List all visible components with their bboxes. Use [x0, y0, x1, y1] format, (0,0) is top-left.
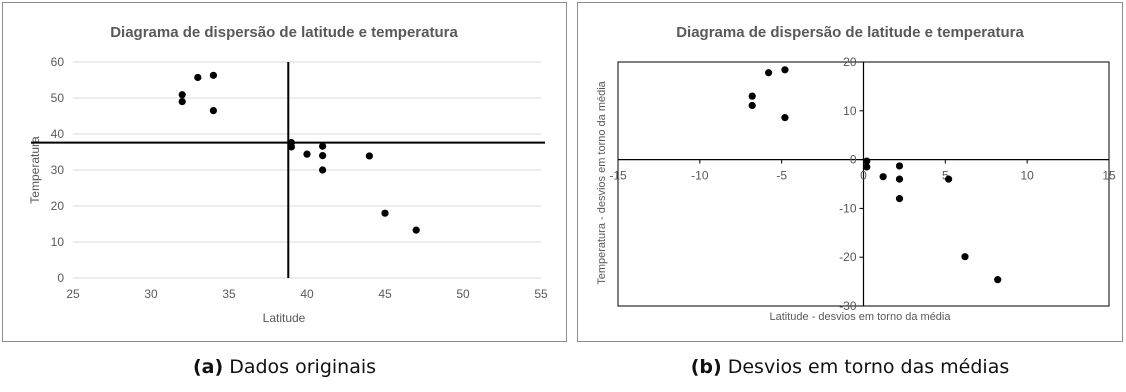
chart-original-data: Diagrama de dispersão de latitude e temp… — [28, 24, 548, 325]
caption-a-label: (a) — [192, 356, 224, 378]
x-tick-label: 50 — [456, 287, 470, 301]
data-point — [863, 163, 871, 171]
chart-title: Diagrama de dispersão de latitude e temp… — [110, 24, 458, 41]
data-point — [209, 71, 217, 79]
caption-b: (b) Desvios em torno das médias — [577, 356, 1123, 378]
x-tick-label: 45 — [378, 287, 392, 301]
data-point — [412, 226, 420, 234]
data-point — [879, 173, 887, 181]
x-tick-label: 5 — [942, 169, 949, 183]
data-point — [748, 101, 756, 110]
data-point — [895, 162, 904, 170]
caption-a-text: Dados originais — [229, 356, 377, 378]
x-tick-label: 15 — [1102, 169, 1116, 183]
x-axis-label: Latitude — [263, 311, 306, 325]
y-tick-label: 50 — [51, 91, 65, 105]
data-point — [945, 175, 953, 183]
x-tick-label: 40 — [300, 287, 314, 301]
data-point — [781, 114, 789, 122]
x-tick-label: 55 — [534, 287, 548, 301]
data-point — [178, 98, 186, 106]
data-point — [178, 91, 186, 99]
chart-title: Diagrama de dispersão de latitude e temp… — [676, 24, 1024, 41]
y-tick-label: 20 — [51, 199, 65, 213]
x-tick-label: -5 — [776, 169, 787, 183]
caption-b-text: Desvios em torno das médias — [727, 356, 1010, 378]
x-tick-label: 10 — [1020, 169, 1034, 183]
y-tick-label: -30 — [839, 299, 857, 313]
data-point — [319, 142, 327, 150]
data-point — [194, 73, 202, 82]
x-tick-label: -10 — [691, 169, 709, 183]
y-tick-label: 0 — [57, 271, 64, 285]
chart-panel-original: Diagrama de dispersão de latitude e temp… — [2, 2, 567, 342]
y-tick-label: 30 — [51, 163, 65, 177]
data-point — [961, 253, 969, 261]
data-point — [764, 69, 773, 77]
x-tick-label: -15 — [609, 169, 627, 183]
y-tick-label: -10 — [839, 201, 857, 215]
y-axis-label: Temperatura - desvios em torno da média — [596, 80, 608, 284]
data-point — [319, 166, 327, 174]
x-tick-label: 0 — [860, 169, 867, 183]
data-point — [994, 276, 1002, 284]
y-tick-label: 40 — [51, 127, 65, 141]
caption-a: (a) Dados originais — [2, 356, 567, 378]
data-point — [748, 92, 756, 100]
y-tick-label: 0 — [850, 153, 857, 167]
x-tick-label: 25 — [66, 287, 80, 301]
x-tick-label: 35 — [222, 287, 236, 301]
y-tick-label: 10 — [51, 235, 65, 249]
data-point — [863, 157, 871, 165]
y-tick-label: 20 — [843, 55, 857, 69]
x-axis-label: Latitude - desvios em torno da média — [770, 311, 952, 323]
y-tick-label: 60 — [51, 55, 65, 69]
data-point — [781, 66, 789, 74]
chart-panel-deviations: Diagrama de dispersão de latitude e temp… — [577, 2, 1123, 342]
y-tick-label: 10 — [843, 104, 857, 118]
y-axis-label: Temperatura — [28, 136, 42, 204]
data-point — [287, 143, 295, 151]
data-point — [365, 152, 373, 160]
data-point — [381, 209, 389, 217]
y-tick-label: -20 — [839, 250, 857, 264]
x-tick-label: 30 — [144, 287, 158, 301]
caption-b-label: (b) — [690, 356, 722, 378]
data-point — [209, 107, 217, 115]
chart-deviations: Diagrama de dispersão de latitude e temp… — [596, 24, 1116, 323]
data-point — [319, 152, 327, 160]
data-point — [895, 195, 904, 203]
data-point — [895, 175, 904, 183]
data-point — [303, 150, 311, 158]
